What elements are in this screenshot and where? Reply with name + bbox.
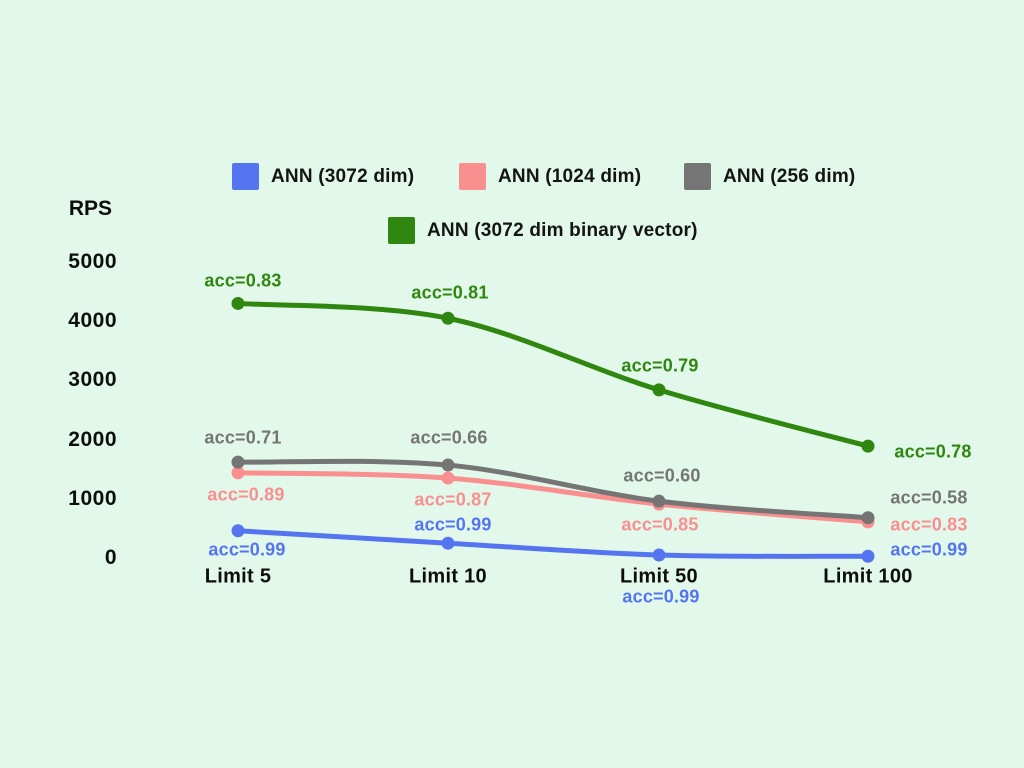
acc-label-ann-1024-dim-limit-100: acc=0.83 [890,514,968,535]
legend-swatch-ann-256-dim [684,163,711,190]
x-label-limit-10: Limit 10 [409,565,487,588]
data-point-ann-1024-dim-limit-5 [231,466,245,480]
legend-label-ann-3072-dim: ANN (3072 dim) [271,165,415,187]
acc-label-ann-3072-dim-limit-5: acc=0.99 [208,539,286,560]
acc-label-ann-3072-dim-limit-50: acc=0.99 [622,586,700,607]
y-tick-0: 0 [104,546,117,569]
acc-label-ann-1024-dim-limit-50: acc=0.85 [621,514,699,535]
x-label-limit-5: Limit 5 [204,565,272,588]
data-point-ann-256-dim-limit-100 [861,511,875,525]
legend-label-ann-3072-dim-binary-vector: ANN (3072 dim binary vector) [427,219,698,241]
legend-swatch-ann-3072-dim-binary-vector [388,217,415,244]
series-line-ann-3072-dim-binary-vector [235,300,871,449]
data-point-ann-256-dim-limit-50 [652,494,666,508]
data-point-ann-256-dim-limit-5 [231,455,245,469]
acc-label-ann-3072-dim-limit-10: acc=0.99 [414,514,492,535]
data-point-ann-3072-dim-limit-50 [652,548,666,562]
data-point-ann-3072-dim-binary-vector-limit-10 [441,311,455,325]
acc-label-ann-256-dim-limit-50: acc=0.60 [623,465,701,486]
acc-label-ann-256-dim-limit-100: acc=0.58 [890,487,968,508]
data-point-ann-3072-dim-binary-vector-limit-50 [652,383,666,397]
data-point-ann-3072-dim-binary-vector-limit-100 [861,439,875,453]
legend-item-ann-3072-dim-binary-vector: ANN (3072 dim binary vector) [388,217,698,244]
legend-label-ann-256-dim: ANN (256 dim) [723,165,856,187]
legend-label-ann-1024-dim: ANN (1024 dim) [498,165,642,187]
y-axis: RPS 0 1000 2000 3000 4000 5000 [0,0,117,768]
series-line-ann-1024-dim [235,470,871,525]
acc-label-ann-256-dim-limit-5: acc=0.71 [204,427,282,448]
y-tick-4000: 4000 [68,309,117,333]
y-tick-1000: 1000 [68,486,117,510]
legend-item-ann-256-dim: ANN (256 dim) [684,163,855,190]
y-tick-2000: 2000 [68,427,117,451]
legend-item-ann-1024-dim: ANN (1024 dim) [459,163,641,190]
legend-swatch-ann-1024-dim [459,163,486,190]
x-label-limit-50: Limit 50 [620,565,698,588]
data-point-ann-3072-dim-limit-5 [231,524,245,538]
acc-label-ann-1024-dim-limit-5: acc=0.89 [207,484,285,505]
acc-label-ann-1024-dim-limit-10: acc=0.87 [414,489,492,510]
data-point-ann-3072-dim-limit-100 [861,549,875,563]
y-axis-title: RPS [68,197,112,220]
legend-item-ann-3072-dim: ANN (3072 dim) [232,163,414,190]
acc-label-ann-3072-dim-binary-vector-limit-50: acc=0.79 [621,355,699,376]
acc-label-ann-3072-dim-limit-100: acc=0.99 [890,539,968,560]
y-tick-5000: 5000 [68,250,117,273]
legend-swatch-ann-3072-dim [232,163,259,190]
acc-label-ann-3072-dim-binary-vector-limit-100: acc=0.78 [894,441,972,462]
acc-label-ann-3072-dim-binary-vector-limit-10: acc=0.81 [411,282,489,303]
series-line-ann-3072-dim [235,528,871,559]
data-point-ann-3072-dim-binary-vector-limit-5 [231,296,245,310]
acc-label-ann-3072-dim-binary-vector-limit-5: acc=0.83 [204,270,282,291]
x-label-limit-100: Limit 100 [823,565,913,588]
data-point-ann-3072-dim-limit-10 [441,536,455,550]
series-line-ann-256-dim [235,458,871,521]
acc-label-ann-256-dim-limit-10: acc=0.66 [410,427,488,448]
data-point-ann-1024-dim-limit-10 [441,471,455,485]
data-point-ann-256-dim-limit-10 [441,458,455,472]
y-tick-3000: 3000 [68,368,117,392]
